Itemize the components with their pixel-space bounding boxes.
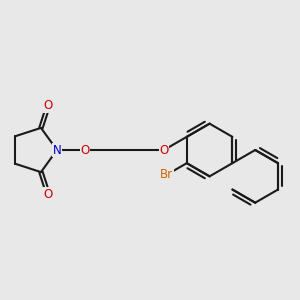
Text: O: O (159, 143, 169, 157)
Text: N: N (52, 143, 62, 157)
Text: O: O (44, 188, 53, 201)
Text: O: O (44, 99, 53, 112)
Text: Br: Br (160, 168, 173, 181)
Text: O: O (80, 143, 89, 157)
